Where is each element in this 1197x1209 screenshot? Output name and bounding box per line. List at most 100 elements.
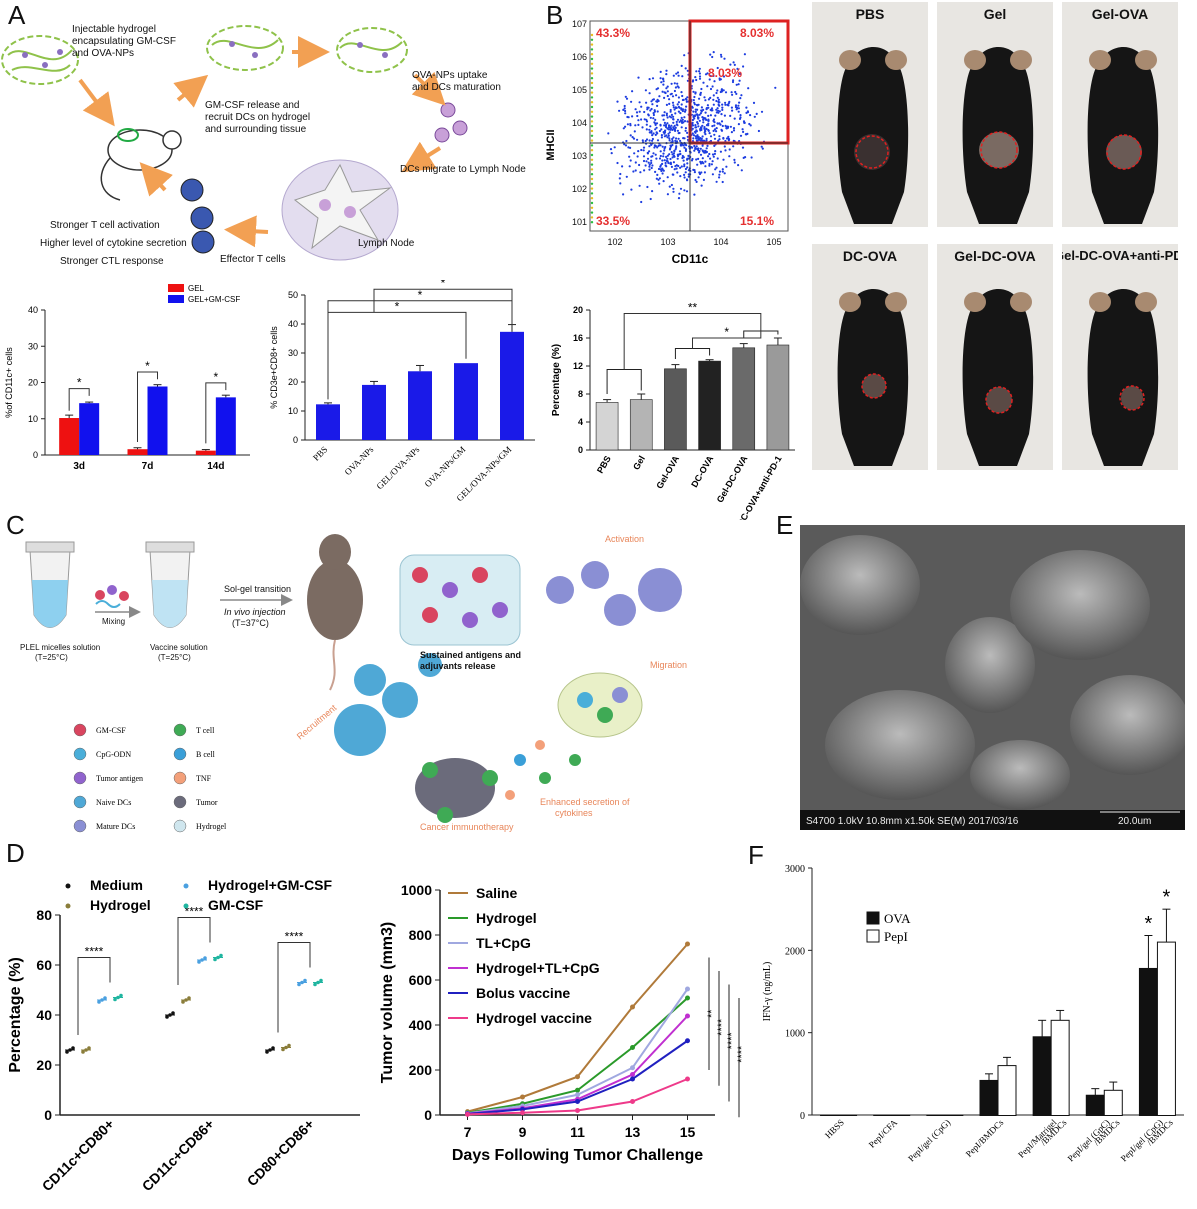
flow-dot (715, 166, 718, 169)
flow-dot (658, 157, 662, 160)
flow-dot (712, 129, 715, 132)
flow-dot (636, 114, 639, 118)
y-tick-label: 20 (36, 1057, 52, 1073)
flow-dot (722, 89, 725, 92)
flow-dot (699, 112, 702, 115)
flow-dot (699, 153, 703, 156)
legend-label: B cell (196, 750, 216, 759)
flow-dot (719, 78, 722, 81)
flow-dot (626, 123, 629, 126)
flow-dot (697, 103, 700, 106)
y-tick-label: 0 (33, 450, 38, 460)
mouse-title: Gel-DC-OVA+anti-PD-1 (1062, 248, 1178, 263)
flow-dot (643, 110, 646, 114)
flow-dot (637, 119, 640, 122)
x-tick-label: Gel (631, 454, 647, 472)
flow-dot (662, 114, 666, 117)
flow-dot (658, 177, 661, 180)
flow-dot (650, 143, 653, 146)
bar-ova-3 (979, 1079, 999, 1116)
flow-dot (733, 63, 736, 66)
c-plel: PLEL micelles solution (20, 643, 100, 652)
panel-label-d: D (6, 838, 25, 868)
flow-dot (745, 111, 748, 114)
flow-dot (637, 150, 640, 153)
quadrant-ll: 33.5% (596, 214, 630, 228)
flow-dot (645, 138, 649, 141)
flow-dot (666, 85, 669, 88)
flow-dot (686, 158, 689, 161)
flow-dot (737, 107, 740, 110)
flow-dot (649, 197, 652, 201)
t-cell-icon (180, 178, 204, 202)
sig-label: * (1145, 913, 1153, 935)
flow-dot (719, 90, 722, 94)
flow-dot (672, 190, 675, 193)
flow-dot (656, 139, 660, 142)
flow-dot (711, 173, 714, 176)
flow-dot (696, 121, 699, 124)
flow-dot (713, 128, 717, 131)
c-recruitment: Recruitment (295, 702, 339, 741)
flow-dot (691, 106, 694, 109)
flow-dot (590, 129, 594, 133)
y-tick-label: 8 (578, 389, 583, 399)
flow-dot (717, 98, 720, 101)
flow-dot (742, 130, 745, 133)
flow-dot (677, 74, 680, 77)
quadrant-ul: 43.3% (596, 26, 630, 40)
flow-dot (665, 87, 668, 90)
flow-dot (653, 109, 656, 112)
flow-dot (665, 123, 668, 126)
panel-a-cd3-chart: 0 10 20 30 40 50 PBS OVA-NPs GEL/OVA-NPs OVA-NPs/… (269, 280, 535, 503)
flow-dot (742, 65, 745, 68)
line-point (630, 1072, 635, 1077)
flow-dot (673, 89, 676, 93)
flow-dot (700, 106, 703, 109)
flow-dot (719, 123, 722, 126)
flow-dot (718, 176, 721, 179)
flow-dot (736, 67, 739, 70)
flow-dot (648, 92, 651, 95)
legend-swatch (866, 911, 880, 925)
flow-dot (686, 162, 689, 165)
flow-dot (737, 123, 740, 126)
flow-dot (663, 149, 666, 152)
flow-dot (709, 96, 712, 99)
flow-dot (761, 147, 764, 150)
flow-dot (703, 96, 706, 99)
y-tick-label: 600 (409, 972, 433, 988)
flow-dot (680, 64, 683, 67)
flow-dot (651, 139, 654, 142)
hydrogel-icon (173, 819, 187, 833)
flow-dot (660, 134, 663, 137)
flow-dot (707, 122, 710, 125)
flow-dot (660, 128, 663, 131)
legend-swatch (866, 929, 880, 943)
flow-dot (648, 165, 651, 168)
flow-dot (639, 171, 642, 174)
flow-dot (683, 110, 687, 113)
mouse-title: PBS (855, 6, 885, 22)
flow-dot (737, 83, 740, 86)
flow-dot (672, 118, 675, 121)
flow-dot (684, 129, 687, 132)
flow-dot (619, 182, 622, 185)
flow-dot (646, 106, 649, 109)
x-tick-label: PepI/CFA (867, 1117, 900, 1150)
flow-dot (694, 92, 697, 95)
flow-dot (624, 109, 627, 113)
flow-dot (718, 138, 721, 141)
flow-dot (704, 99, 707, 102)
flow-dot (630, 100, 633, 103)
flow-dot (702, 121, 705, 124)
sem-caption: S4700 1.0kV 10.8mm x1.50k SE(M) 2017/03/… (806, 816, 1019, 827)
flow-dot (710, 163, 713, 166)
flow-dot (646, 157, 650, 160)
immune-cells (505, 740, 581, 800)
flow-dot (671, 143, 674, 147)
flow-dot (654, 170, 657, 173)
flow-dot (707, 155, 710, 158)
flow-dot (677, 86, 680, 89)
t-cell-icon (191, 230, 215, 254)
